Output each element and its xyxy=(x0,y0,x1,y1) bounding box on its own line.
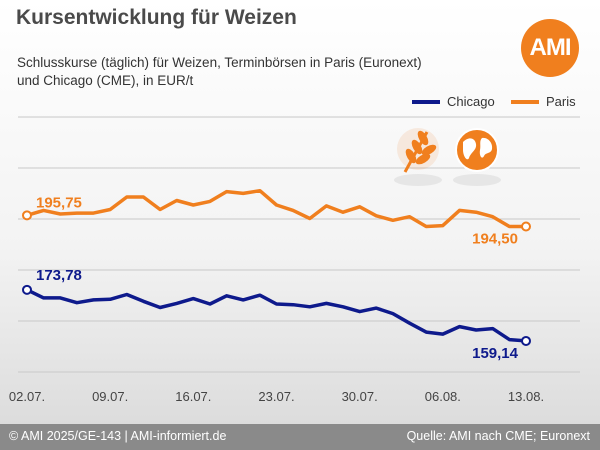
chart-subtitle-line2: und Chicago (CME), in EUR/t xyxy=(17,73,194,88)
x-tick-label-2: 09.07. xyxy=(92,389,128,404)
endpoint-marker-paris-start xyxy=(22,210,32,221)
grid-layer xyxy=(18,116,580,373)
series-line-chicago xyxy=(26,288,527,343)
data-label-chicago-end: 159,14 xyxy=(472,345,519,362)
series-line-paris xyxy=(26,188,526,229)
legend-label-paris: Paris xyxy=(546,94,576,109)
x-tick-label-7: 13.08. xyxy=(508,389,544,404)
globe-icon xyxy=(453,128,501,186)
x-tick-label-4: 23.07. xyxy=(258,389,294,404)
endpoint-marker-paris-end xyxy=(521,221,531,232)
chart-subtitle-line1: Schlusskurse (täglich) für Weizen, Termi… xyxy=(17,55,422,70)
endpoint-marker-chicago-start xyxy=(22,284,32,295)
x-tick-label-5: 30.07. xyxy=(342,389,378,404)
legend-item-chicago: Chicago xyxy=(412,94,495,109)
footer-source: Quelle: AMI nach CME; Euronext xyxy=(406,429,590,443)
endpoint-marker-chicago-end xyxy=(521,335,531,346)
footer: © AMI 2025/GE-143 | AMI-informiert.de Qu… xyxy=(0,424,600,450)
data-label-paris-end: 194,50 xyxy=(472,231,518,248)
legend-swatch-chicago xyxy=(412,99,440,104)
xtick-layer: 02.07. 09.07. 16.07. 23.07. 30.07. 06.08. 13.0… xyxy=(9,389,544,404)
chart-title: Kursentwicklung für Weizen xyxy=(16,6,297,29)
ami-logo: AMI xyxy=(521,19,579,77)
legend-label-chicago: Chicago xyxy=(447,94,495,109)
label-layer: 195,75 194,50 173,78 159,14 xyxy=(36,194,519,362)
data-label-chicago-start: 173,78 xyxy=(36,267,82,284)
series-layer xyxy=(26,188,527,343)
x-tick-label-3: 16.07. xyxy=(175,389,211,404)
chart-plot: 195,75 194,50 173,78 159,14 02.07. 09.07. 16.… xyxy=(9,116,580,404)
x-tick-label-1: 02.07. xyxy=(9,389,45,404)
legend-item-paris: Paris xyxy=(511,94,576,109)
legend-swatch-paris xyxy=(511,99,539,104)
footer-copyright: © AMI 2025/GE-143 | AMI-informiert.de xyxy=(9,429,227,443)
wheat-icon xyxy=(394,128,442,186)
x-tick-label-6: 06.08. xyxy=(425,389,461,404)
data-label-paris-start: 195,75 xyxy=(36,194,82,211)
marker-layer xyxy=(22,210,531,346)
icon-layer xyxy=(394,128,501,186)
